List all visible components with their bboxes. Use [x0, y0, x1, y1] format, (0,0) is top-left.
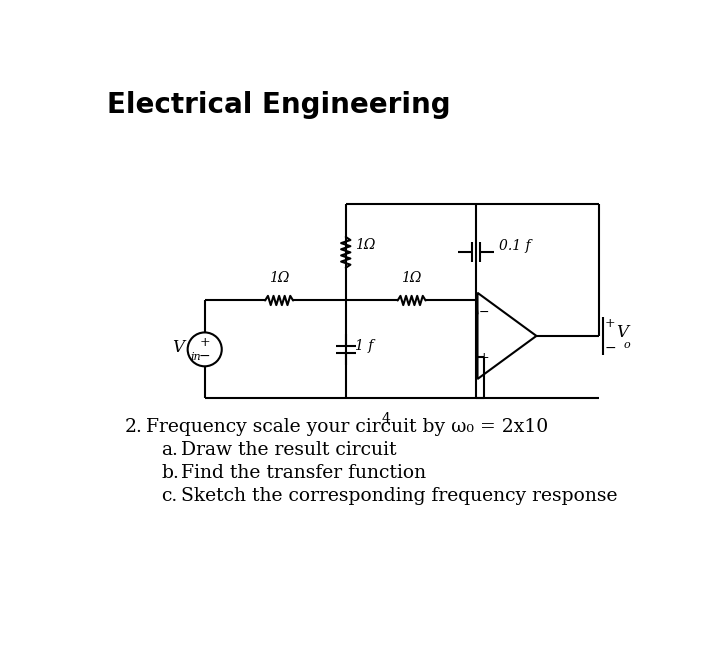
Text: c.: c. — [161, 487, 178, 505]
Text: Electrical Engineering: Electrical Engineering — [107, 91, 451, 119]
Text: 4: 4 — [382, 412, 390, 426]
Text: a.: a. — [161, 441, 178, 459]
Text: Find the transfer function: Find the transfer function — [181, 464, 426, 482]
Text: −: − — [479, 306, 489, 319]
Text: V: V — [172, 338, 184, 356]
Text: 2.: 2. — [125, 417, 143, 436]
Text: o: o — [624, 340, 630, 350]
Text: in: in — [191, 352, 202, 363]
Text: −: − — [604, 341, 616, 355]
Text: 1 f: 1 f — [355, 338, 374, 352]
Text: b.: b. — [161, 464, 179, 482]
Text: +: + — [199, 336, 210, 349]
Text: 0.1 f: 0.1 f — [499, 239, 531, 253]
Text: V: V — [616, 324, 629, 341]
Text: 1Ω: 1Ω — [269, 271, 289, 285]
Text: −: − — [199, 349, 210, 363]
Text: +: + — [478, 351, 489, 364]
Text: Sketch the corresponding frequency response: Sketch the corresponding frequency respo… — [181, 487, 618, 505]
Text: Frequency scale your circuit by ω₀ = 2x10: Frequency scale your circuit by ω₀ = 2x1… — [145, 417, 548, 436]
Text: +: + — [605, 317, 616, 330]
Text: Draw the result circuit: Draw the result circuit — [181, 441, 397, 459]
Text: 1Ω: 1Ω — [355, 237, 375, 252]
Text: 1Ω: 1Ω — [402, 271, 422, 285]
